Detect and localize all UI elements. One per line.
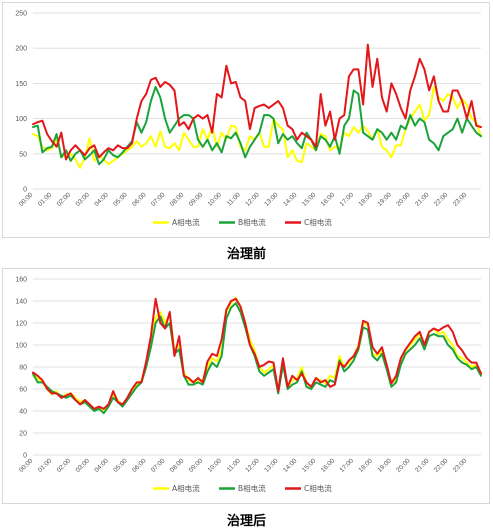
y-tick-label: 40 [19,409,27,416]
x-tick-label: 07:00 [150,191,167,208]
x-tick-label: 21:00 [414,457,431,474]
x-tick-label: 08:00 [169,457,186,474]
x-tick-label: 17:00 [339,191,356,208]
y-tick-label: 100 [15,116,27,123]
x-tick-label: 04:00 [93,191,110,208]
y-tick-label: 50 [19,151,27,158]
x-tick-label: 23:00 [452,457,469,474]
x-tick-label: 14:00 [282,191,299,208]
x-tick-label: 16:00 [320,457,337,474]
x-tick-label: 05:00 [112,191,129,208]
x-tick-label: 08:00 [169,191,186,208]
x-tick-label: 18:00 [357,457,374,474]
y-tick-label: 20 [19,431,27,438]
x-tick-label: 06:00 [131,191,148,208]
x-tick-label: 20:00 [395,457,412,474]
x-tick-label: 03:00 [75,191,92,208]
caption-after: 治理后 [226,514,266,529]
x-tick-label: 09:00 [188,457,205,474]
chart-panel-before: 0 50 100 150 200 250 00:00 01:00 02:00 03:00 04:00… [2,2,490,238]
legend-label-C: C相电流 [304,217,332,227]
y-tick-label: 140 [15,299,27,306]
line-chart-after: 0 20 40 60 80 100 120 140 160 00:00 01:00 02:00 03:0… [15,277,482,493]
y-tick-label: 100 [15,343,27,350]
legend-label-C: C相电流 [304,483,332,493]
y-tick-label: 80 [19,365,27,372]
x-tick-label: 12:00 [244,191,261,208]
y-tick-label: 120 [15,321,27,328]
y-tick-label: 150 [15,81,27,88]
x-tick-label: 07:00 [150,457,167,474]
x-tick-label: 12:00 [244,457,261,474]
x-tick-label: 15:00 [301,457,318,474]
x-tick-label: 11:00 [226,191,242,207]
x-tick-label: 13:00 [263,191,280,208]
x-tick-label: 00:00 [18,457,35,474]
x-tick-label: 00:00 [18,191,35,208]
x-tick-label: 13:00 [263,457,280,474]
x-tick-label: 22:00 [433,191,450,208]
x-tick-label: 02:00 [56,457,73,474]
y-tick-label: 250 [15,11,27,18]
caption-before: 治理前 [226,247,266,262]
x-tick-label: 21:00 [414,191,431,208]
chart-panel-after: 0 20 40 60 80 100 120 140 160 00:00 01:00 02:00 03:0… [2,268,490,504]
x-tick-label: 03:00 [75,457,92,474]
y-tick-label: 60 [19,387,27,394]
series-line-C [32,297,482,410]
legend-label-B: B相电流 [238,483,266,493]
x-tick-label: 09:00 [188,191,205,208]
x-tick-label: 22:00 [433,457,450,474]
x-tick-label: 20:00 [395,191,412,208]
x-tick-label: 06:00 [131,457,148,474]
legend-label-A: A相电流 [172,217,200,227]
y-tick-label: 160 [15,277,27,284]
series-line-C [32,43,482,161]
y-tick-label: 0 [23,187,27,194]
x-tick-label: 05:00 [112,457,129,474]
x-tick-label: 14:00 [282,457,299,474]
legend-label-A: A相电流 [172,483,200,493]
series-line-B [32,85,482,166]
series-line-B [32,302,482,415]
x-tick-label: 01:00 [37,191,54,208]
x-tick-label: 02:00 [56,191,73,208]
x-tick-label: 18:00 [357,191,374,208]
x-tick-label: 10:00 [207,457,224,474]
x-tick-label: 15:00 [301,191,318,208]
x-tick-label: 17:00 [339,457,356,474]
x-tick-label: 16:00 [320,191,337,208]
x-tick-label: 19:00 [376,191,393,208]
x-tick-label: 11:00 [226,457,242,473]
line-chart-before: 0 50 100 150 200 250 00:00 01:00 02:00 03:00 04:00… [15,11,482,227]
x-tick-label: 04:00 [93,457,110,474]
series-line-A [32,296,482,412]
x-tick-label: 10:00 [207,191,224,208]
y-tick-label: 200 [15,46,27,53]
x-tick-label: 23:00 [452,191,469,208]
y-tick-label: 0 [23,453,27,460]
x-tick-label: 19:00 [376,457,393,474]
legend-label-B: B相电流 [238,217,266,227]
x-tick-label: 01:00 [37,457,54,474]
